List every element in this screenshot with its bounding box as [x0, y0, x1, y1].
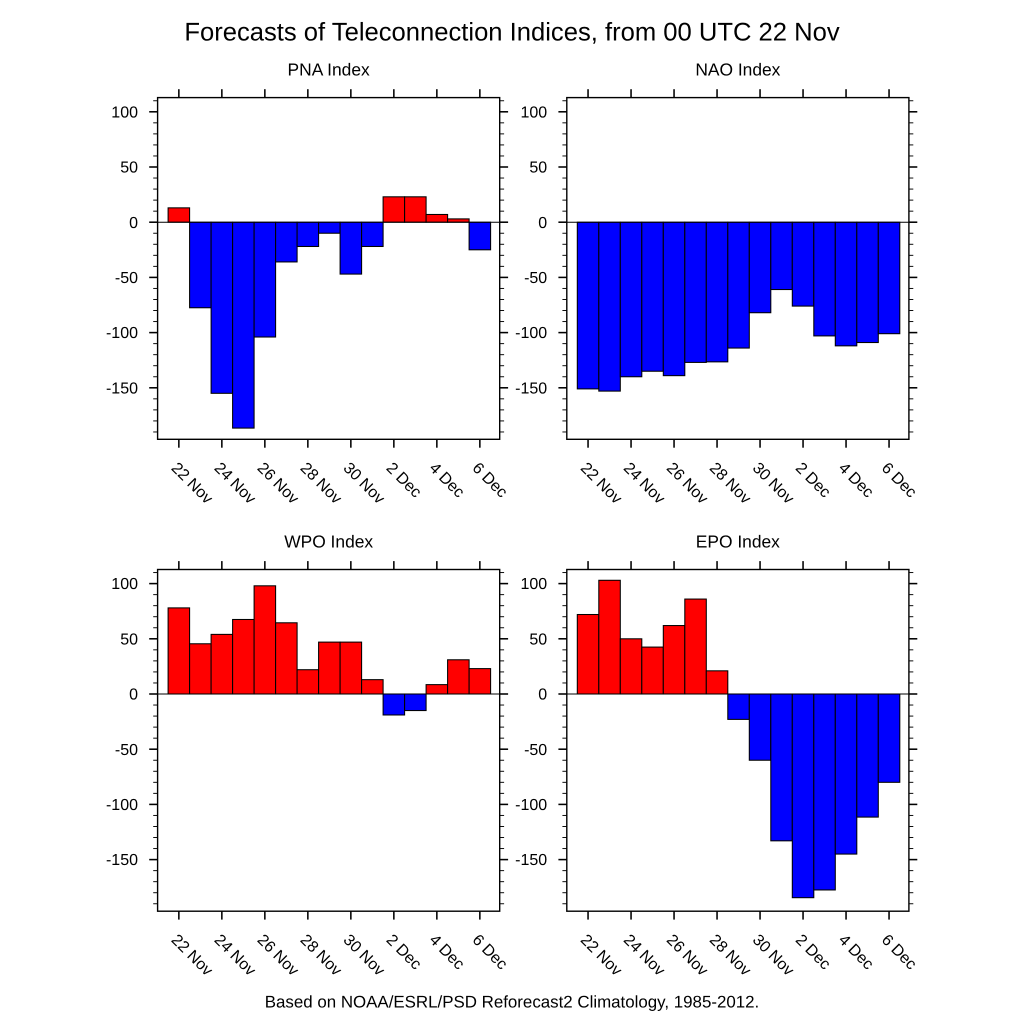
- svg-text:-100: -100: [106, 797, 138, 814]
- svg-text:50: 50: [529, 631, 547, 648]
- svg-text:-100: -100: [106, 325, 138, 342]
- svg-text:0: 0: [538, 215, 547, 232]
- svg-text:-150: -150: [106, 380, 138, 397]
- svg-text:-150: -150: [106, 852, 138, 869]
- svg-text:-100: -100: [515, 325, 547, 342]
- svg-text:Based on NOAA/ESRL/PSD Reforec: Based on NOAA/ESRL/PSD Reforecast2 Clima…: [265, 992, 759, 1011]
- svg-text:0: 0: [129, 215, 138, 232]
- svg-text:100: 100: [520, 104, 547, 121]
- svg-text:50: 50: [529, 160, 547, 177]
- svg-text:50: 50: [120, 160, 138, 177]
- svg-text:NAO Index: NAO Index: [695, 60, 780, 80]
- svg-text:Forecasts of Teleconnection In: Forecasts of Teleconnection Indices, fro…: [184, 19, 840, 47]
- svg-text:100: 100: [111, 104, 138, 121]
- svg-text:EPO Index: EPO Index: [696, 532, 780, 552]
- svg-text:100: 100: [111, 576, 138, 593]
- svg-text:-100: -100: [515, 797, 547, 814]
- svg-text:-50: -50: [115, 742, 138, 759]
- svg-text:-50: -50: [524, 742, 547, 759]
- svg-text:0: 0: [538, 687, 547, 704]
- svg-text:WPO Index: WPO Index: [284, 532, 373, 552]
- svg-text:-50: -50: [524, 270, 547, 287]
- svg-text:100: 100: [520, 576, 547, 593]
- svg-text:-150: -150: [515, 380, 547, 397]
- svg-text:-150: -150: [515, 852, 547, 869]
- svg-text:-50: -50: [115, 270, 138, 287]
- svg-text:PNA Index: PNA Index: [288, 60, 370, 80]
- svg-text:50: 50: [120, 631, 138, 648]
- svg-text:0: 0: [129, 687, 138, 704]
